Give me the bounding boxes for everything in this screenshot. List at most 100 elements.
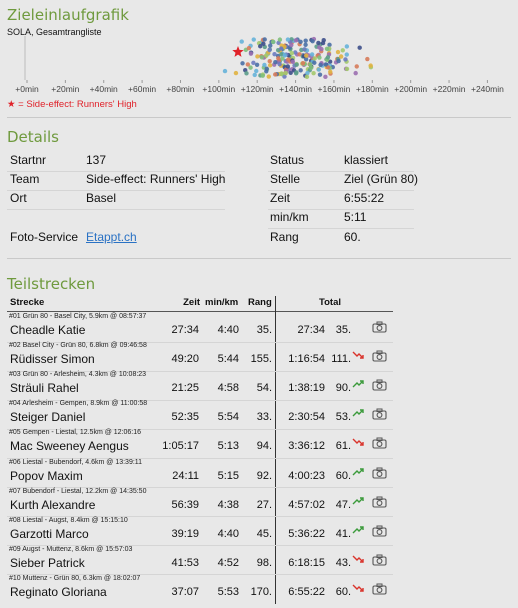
team-dot[interactable] [270,39,276,45]
team-dot[interactable] [324,46,330,52]
team-dot[interactable] [344,66,350,72]
camera-icon[interactable] [372,467,387,479]
team-dot[interactable] [248,65,253,70]
team-dot[interactable] [289,51,295,56]
team-dot[interactable] [246,45,252,51]
team-dot[interactable] [323,74,328,80]
team-dot[interactable] [298,68,303,73]
team-dot[interactable] [294,62,299,67]
team-dot[interactable] [340,48,345,53]
camera-icon[interactable] [372,525,387,537]
team-dot[interactable] [233,70,239,76]
team-dot[interactable] [276,56,281,61]
team-dot[interactable] [316,40,321,46]
team-dot[interactable] [297,52,302,57]
team-dot[interactable] [279,46,284,51]
team-dot[interactable] [273,72,278,77]
team-dot[interactable] [288,70,293,75]
team-dot[interactable] [317,55,322,60]
team-dot[interactable] [300,61,306,66]
team-dot[interactable] [262,62,267,68]
team-dot[interactable] [255,54,260,59]
team-dot[interactable] [273,59,278,65]
team-dot[interactable] [222,68,228,74]
team-dot[interactable] [325,55,331,60]
team-dot[interactable] [251,37,256,42]
team-dot[interactable] [289,42,294,48]
team-dot[interactable] [303,42,308,47]
team-dot[interactable] [344,52,349,57]
team-dot[interactable] [268,43,273,48]
team-dot[interactable] [267,58,272,64]
team-dot[interactable] [239,39,244,44]
camera-icon[interactable] [372,437,387,449]
camera-icon[interactable] [372,379,387,391]
team-dot[interactable] [282,44,287,49]
team-dot[interactable] [312,56,317,61]
team-dot[interactable] [316,67,322,72]
team-dot[interactable] [285,37,291,42]
team-dot[interactable] [302,47,307,52]
team-dot[interactable] [261,41,266,47]
team-dot[interactable] [282,53,287,58]
team-dot[interactable] [259,55,264,60]
team-dot[interactable] [318,62,323,68]
team-dot[interactable] [308,62,313,67]
team-dot[interactable] [294,70,299,75]
team-dot[interactable] [357,45,362,50]
team-dot[interactable] [267,63,273,68]
camera-icon[interactable] [372,583,387,595]
team-dot[interactable] [266,74,271,79]
team-dot[interactable] [245,62,251,67]
team-dot[interactable] [286,57,291,62]
team-dot[interactable] [254,68,259,74]
team-dot[interactable] [254,62,260,67]
team-dot[interactable] [260,73,265,78]
team-dot[interactable] [338,54,344,59]
team-dot[interactable] [336,58,341,64]
team-dot[interactable] [279,71,284,76]
team-dot[interactable] [320,40,326,46]
team-dot[interactable] [304,53,309,58]
foto-service-link[interactable]: Etappt.ch [86,230,137,244]
team-dot[interactable] [240,61,245,66]
team-dot[interactable] [272,51,277,57]
team-dot[interactable] [303,57,309,62]
team-dot[interactable] [335,49,341,55]
team-dot[interactable] [304,74,310,80]
team-dot[interactable] [311,70,316,76]
team-dot[interactable] [279,52,284,57]
team-dot[interactable] [310,38,315,44]
camera-icon[interactable] [372,350,387,362]
team-dot[interactable] [365,56,370,62]
team-dot[interactable] [262,37,267,42]
team-dot[interactable] [293,50,298,55]
team-dot[interactable] [283,70,288,76]
team-dot[interactable] [251,60,256,65]
team-dot[interactable] [343,57,348,62]
team-dot[interactable] [290,59,296,65]
team-dot[interactable] [312,60,317,65]
team-dot[interactable] [277,61,282,67]
team-dot[interactable] [285,64,291,69]
team-dot[interactable] [323,62,328,67]
team-dot[interactable] [305,70,310,76]
team-dot[interactable] [244,71,249,76]
team-dot[interactable] [264,66,269,71]
team-dot[interactable] [248,51,254,56]
team-dot[interactable] [264,53,269,58]
team-dot[interactable] [267,47,272,53]
team-dot[interactable] [280,56,285,61]
camera-icon[interactable] [372,496,387,508]
camera-icon[interactable] [372,321,387,333]
team-dot[interactable] [353,70,358,76]
camera-icon[interactable] [372,408,387,420]
team-dot[interactable] [303,38,308,43]
team-dot[interactable] [317,72,323,77]
camera-icon[interactable] [372,554,387,566]
team-dot[interactable] [368,63,373,68]
highlight-star[interactable] [232,46,244,57]
team-dot[interactable] [354,64,359,69]
team-dot[interactable] [293,38,299,43]
team-dot[interactable] [309,52,315,57]
